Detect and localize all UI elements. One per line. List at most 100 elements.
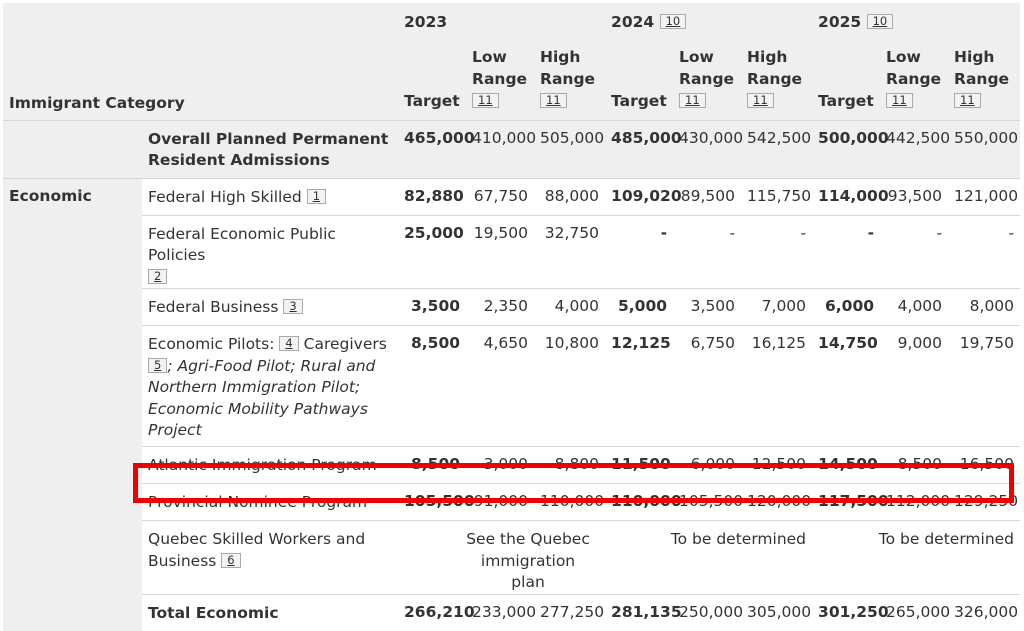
- table-row-total: Total Economic 266,210 233,000 277,250 2…: [3, 593, 1021, 631]
- value-cell: 10,800: [534, 325, 606, 447]
- value-cell: 14,500: [812, 446, 881, 484]
- value-cell: 233,000: [466, 593, 536, 631]
- value-cell: 465,000: [398, 119, 475, 178]
- value-cell: 542,500: [741, 119, 813, 178]
- row-label: Federal Economic Public Policies 2: [142, 214, 399, 289]
- footnote-link[interactable]: 6: [221, 552, 241, 568]
- value-cell: -: [812, 214, 881, 289]
- value-cell: 5,000: [605, 288, 674, 326]
- footnote-link[interactable]: 11: [886, 92, 913, 108]
- footnote-link[interactable]: 10: [659, 14, 687, 29]
- value-cell: 326,000: [948, 593, 1021, 631]
- footnote-link[interactable]: 10: [866, 14, 894, 29]
- overall-row: Overall Planned Permanent Resident Admis…: [3, 119, 1021, 178]
- value-cell: 3,000: [466, 446, 535, 484]
- value-cell: 11,500: [605, 446, 674, 484]
- value-cell: 12,500: [741, 446, 813, 484]
- value-cell: -: [605, 214, 674, 289]
- value-cell: -: [948, 214, 1021, 289]
- value-cell: 305,000: [741, 593, 813, 631]
- target-header: Target: [404, 91, 460, 110]
- row-label: Federal Business 3: [142, 288, 399, 326]
- table-row: Federal Business 3 3,500 2,350 4,000 5,0…: [3, 288, 1021, 326]
- row-label: Economic Pilots: 4 Caregivers 5; Agri-Fo…: [142, 325, 399, 447]
- to-be-determined-note: To be determined: [605, 520, 813, 594]
- footnote-link[interactable]: 11: [679, 92, 706, 108]
- footnote-link[interactable]: 5: [148, 357, 168, 373]
- value-cell: 8,500: [880, 446, 949, 484]
- value-cell: 6,750: [673, 325, 742, 447]
- value-cell: 121,000: [948, 177, 1021, 215]
- value-cell: 114,000: [812, 177, 889, 215]
- low-range-header: Low Range 11: [472, 47, 528, 108]
- value-cell: 12,125: [605, 325, 674, 447]
- footnote-link[interactable]: 4: [279, 336, 299, 351]
- footnote-link[interactable]: 11: [954, 92, 981, 108]
- category-header: Immigrant Category: [9, 93, 185, 112]
- row-label: Quebec Skilled Workers and Business 6: [142, 520, 399, 594]
- value-cell: 8,500: [398, 325, 467, 447]
- value-cell: 67,750: [466, 177, 535, 215]
- value-cell: 410,000: [466, 119, 536, 178]
- footnote-link[interactable]: 1: [306, 188, 327, 204]
- value-cell: 8,500: [398, 446, 467, 484]
- value-cell: 115,750: [741, 177, 813, 215]
- category-cell: Economic: [3, 177, 142, 631]
- footnote-link[interactable]: 3: [283, 299, 303, 314]
- table-row: Economic Federal High Skilled 1 82,880 6…: [3, 177, 1021, 631]
- value-cell: 8,000: [948, 288, 1021, 326]
- footnote-link[interactable]: 2: [148, 268, 168, 284]
- value-cell: -: [880, 214, 949, 289]
- low-range-header: Low Range 11: [679, 47, 735, 108]
- value-cell: 4,000: [534, 288, 606, 326]
- value-cell: 266,210: [398, 593, 475, 631]
- row-label: Total Economic: [142, 593, 399, 631]
- value-cell: 105,500: [673, 483, 743, 521]
- value-cell: 550,000: [948, 119, 1021, 178]
- table-row: Atlantic Immigration Program 8,500 3,000…: [3, 446, 1021, 484]
- value-cell: 88,000: [534, 177, 606, 215]
- value-cell: 3,500: [673, 288, 742, 326]
- value-cell: 109,020: [605, 177, 682, 215]
- value-cell: 32,750: [534, 214, 606, 289]
- footnote-link[interactable]: 11: [540, 92, 567, 108]
- high-range-header: High Range 11: [954, 47, 1010, 108]
- value-cell: 91,000: [466, 483, 535, 521]
- value-cell: 6,000: [812, 288, 881, 326]
- table-row: Quebec Skilled Workers and Business 6 Se…: [3, 520, 1021, 594]
- empty-cell: [3, 119, 142, 178]
- table-row-highlighted: Provincial Nominee Program 105,500 91,00…: [3, 483, 1021, 521]
- year-header-row: Immigrant Category 2023 2024 10 2025 10: [3, 3, 1021, 112]
- value-cell: 250,000: [673, 593, 743, 631]
- value-cell: 8,800: [534, 446, 606, 484]
- value-cell: 14,750: [812, 325, 881, 447]
- value-cell: 110,000: [605, 483, 682, 521]
- year-2024-header: 2024 10: [605, 3, 812, 40]
- to-be-determined-note: To be determined: [812, 520, 1021, 594]
- value-cell: -: [673, 214, 742, 289]
- value-cell: 120,000: [741, 483, 813, 521]
- row-label: Atlantic Immigration Program: [142, 446, 399, 484]
- value-cell: 430,000: [673, 119, 743, 178]
- footnote-link[interactable]: 11: [747, 92, 774, 108]
- value-cell: 16,500: [948, 446, 1021, 484]
- value-cell: -: [741, 214, 813, 289]
- value-cell: 505,000: [534, 119, 606, 178]
- low-range-header: Low Range 11: [886, 47, 942, 108]
- footnote-link[interactable]: 11: [472, 92, 499, 108]
- value-cell: 3,500: [398, 288, 467, 326]
- year-2023-header: 2023: [404, 13, 448, 31]
- table-row: Federal Economic Public Policies 2 25,000…: [3, 214, 1021, 289]
- value-cell: 82,880: [398, 177, 467, 215]
- value-cell: 277,250: [534, 593, 606, 631]
- value-cell: 7,000: [741, 288, 813, 326]
- value-cell: 500,000: [812, 119, 889, 178]
- value-cell: 93,500: [880, 177, 949, 215]
- value-cell: 110,000: [534, 483, 606, 521]
- value-cell: 105,500: [398, 483, 475, 521]
- value-cell: 301,250: [812, 593, 889, 631]
- value-cell: 9,000: [880, 325, 949, 447]
- row-label: Provincial Nominee Program: [142, 483, 399, 521]
- value-cell: 6,000: [673, 446, 742, 484]
- value-cell: 4,000: [880, 288, 949, 326]
